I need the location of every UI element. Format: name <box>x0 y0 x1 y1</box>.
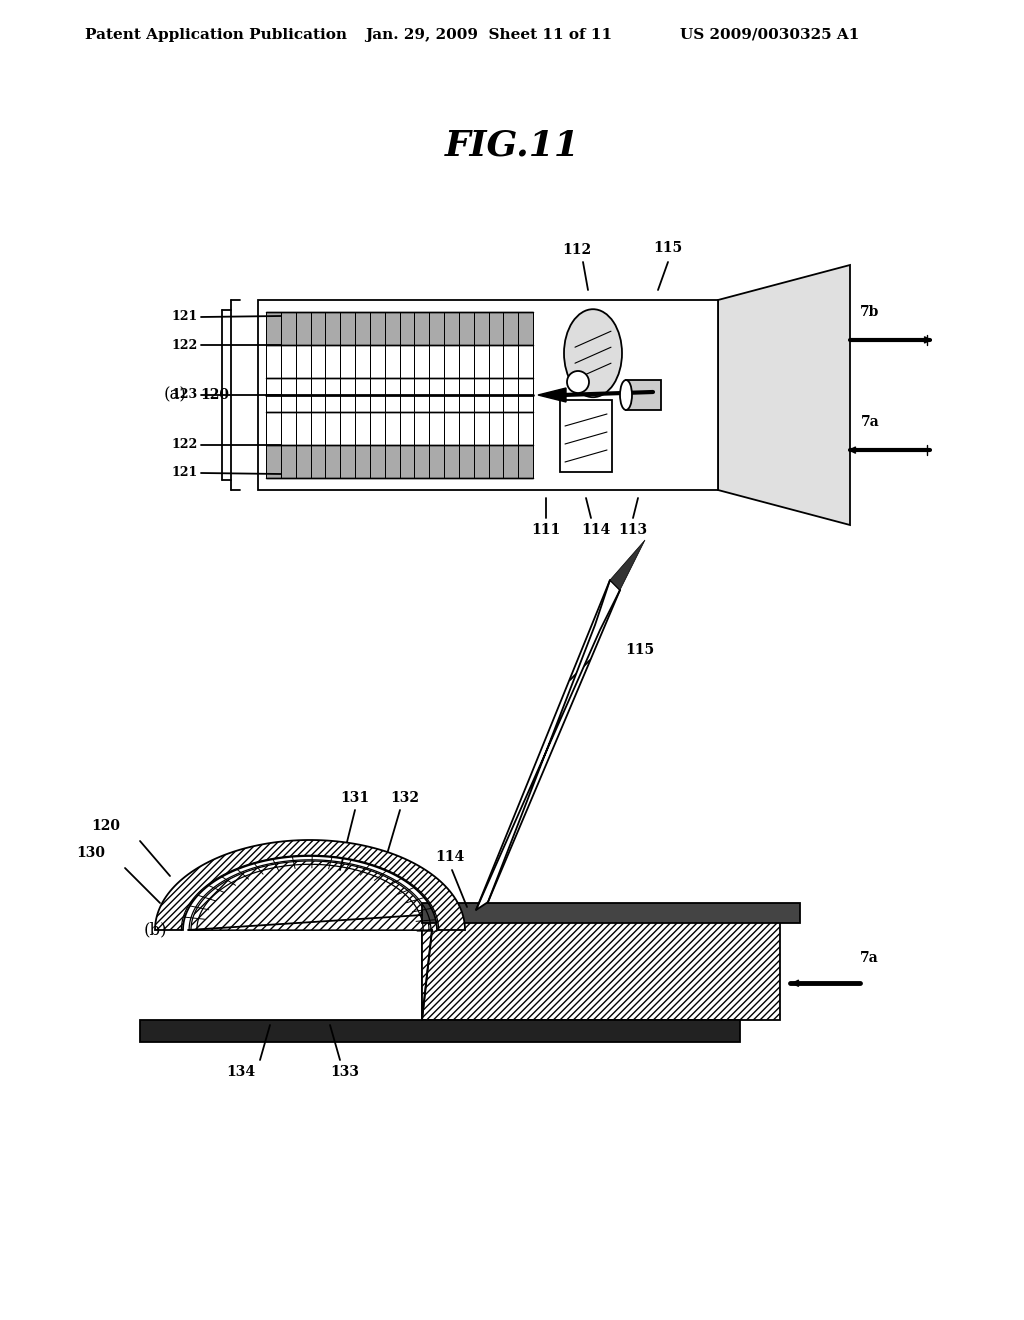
Text: 130: 130 <box>76 846 105 861</box>
Text: Patent Application Publication: Patent Application Publication <box>85 28 347 42</box>
Text: 7a: 7a <box>860 414 880 429</box>
Text: 132: 132 <box>390 791 420 805</box>
Bar <box>422 915 780 1020</box>
Text: 113: 113 <box>618 523 647 537</box>
Polygon shape <box>538 388 566 403</box>
Text: FIG.11: FIG.11 <box>444 128 580 162</box>
Text: 120: 120 <box>200 388 229 403</box>
Text: 122: 122 <box>172 438 198 451</box>
Ellipse shape <box>564 309 622 397</box>
Bar <box>626 380 662 411</box>
Text: 115: 115 <box>653 242 683 255</box>
Text: 120: 120 <box>91 818 120 833</box>
Text: 111: 111 <box>531 523 560 537</box>
Text: 114: 114 <box>435 850 465 865</box>
Ellipse shape <box>620 380 632 411</box>
Bar <box>422 903 800 923</box>
Text: (b): (b) <box>143 921 167 939</box>
Text: 112: 112 <box>562 243 592 257</box>
Bar <box>266 445 534 478</box>
Text: 133: 133 <box>331 1065 359 1078</box>
Polygon shape <box>155 840 465 931</box>
Text: 123: 123 <box>172 388 198 401</box>
Polygon shape <box>476 579 620 909</box>
Bar <box>266 312 534 346</box>
Text: 122: 122 <box>172 339 198 351</box>
Text: 134: 134 <box>226 1065 255 1078</box>
Polygon shape <box>191 861 429 931</box>
Bar <box>140 1020 740 1041</box>
Bar <box>266 312 534 478</box>
Text: 7a: 7a <box>860 952 879 965</box>
Text: 115: 115 <box>625 643 654 657</box>
Text: 114: 114 <box>582 523 610 537</box>
Bar <box>258 300 718 490</box>
Text: Jan. 29, 2009  Sheet 11 of 11: Jan. 29, 2009 Sheet 11 of 11 <box>365 28 612 42</box>
Bar <box>560 400 612 473</box>
Text: US 2009/0030325 A1: US 2009/0030325 A1 <box>680 28 859 42</box>
Text: 131: 131 <box>340 791 370 805</box>
Text: 121: 121 <box>172 466 198 479</box>
Text: 7b: 7b <box>860 305 880 319</box>
Polygon shape <box>188 915 432 1020</box>
Circle shape <box>567 371 589 393</box>
Polygon shape <box>718 265 850 525</box>
Polygon shape <box>610 540 645 590</box>
Text: 121: 121 <box>172 310 198 323</box>
Text: (a): (a) <box>164 387 186 404</box>
